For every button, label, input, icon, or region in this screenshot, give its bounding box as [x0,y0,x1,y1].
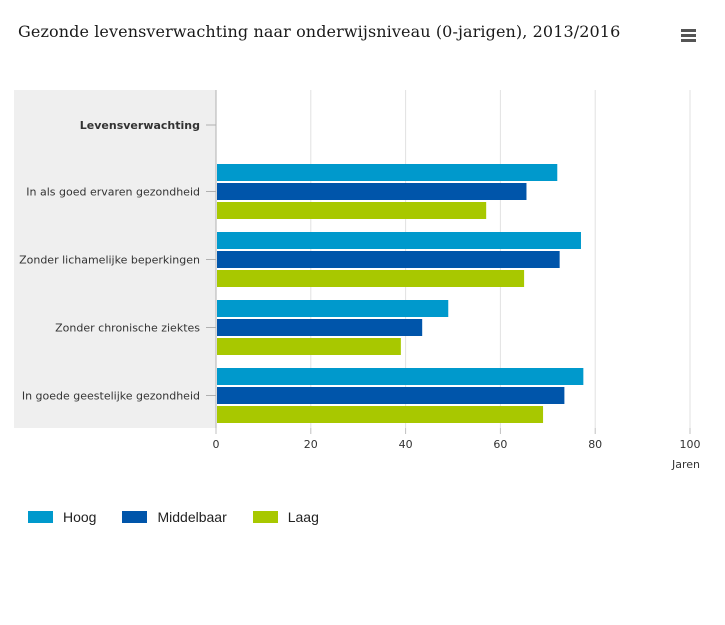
x-tick-label: 0 [213,438,220,451]
bar-middelbaar-1[interactable] [217,183,527,200]
legend: Hoog Middelbaar Laag [28,509,345,525]
group-header-label: Levensverwachting [80,119,200,132]
category-label: In goede geestelijke gezondheid [22,390,200,403]
legend-item-hoog[interactable]: Hoog [28,509,96,525]
legend-item-middelbaar[interactable]: Middelbaar [122,509,227,525]
bar-laag-1[interactable] [217,202,487,219]
legend-swatch [252,511,278,523]
x-tick-label: 60 [493,438,507,451]
chart-title: Gezonde levensverwachting naar onderwijs… [18,22,621,41]
x-tick-label: 20 [304,438,318,451]
x-tick-label: 100 [680,438,701,451]
bar-series [217,164,584,423]
legend-label: Hoog [63,509,97,525]
x-axis-tick-labels: 0 20 40 60 80 100 [213,428,701,451]
bar-laag-4[interactable] [217,406,544,423]
bar-laag-2[interactable] [217,270,525,287]
legend-swatch [28,511,53,523]
x-tick-label: 40 [399,438,413,451]
legend-swatch [122,511,148,523]
category-label: Zonder lichamelijke beperkingen [19,254,200,267]
x-axis-title: Jaren [671,458,700,471]
hamburger-menu-icon[interactable] [681,29,696,42]
x-tick-label: 80 [588,438,602,451]
bar-hoog-1[interactable] [217,164,558,181]
bar-hoog-4[interactable] [217,368,584,385]
legend-label: Middelbaar [157,509,227,525]
legend-label: Laag [287,509,319,525]
category-label: Zonder chronische ziektes [55,322,200,335]
bar-laag-3[interactable] [217,338,401,355]
category-labels: In als goed ervaren gezondheid Zonder lic… [19,186,216,403]
bar-hoog-2[interactable] [217,232,581,249]
bar-middelbaar-4[interactable] [217,387,565,404]
category-axis-band [14,90,216,428]
bar-middelbaar-3[interactable] [217,319,423,336]
bar-middelbaar-2[interactable] [217,251,560,268]
category-label: In als goed ervaren gezondheid [26,186,200,199]
bar-chart: Levensverwachting In als goed ervaren ge… [14,90,701,471]
legend-item-laag[interactable]: Laag [252,509,319,525]
bar-hoog-3[interactable] [217,300,449,317]
